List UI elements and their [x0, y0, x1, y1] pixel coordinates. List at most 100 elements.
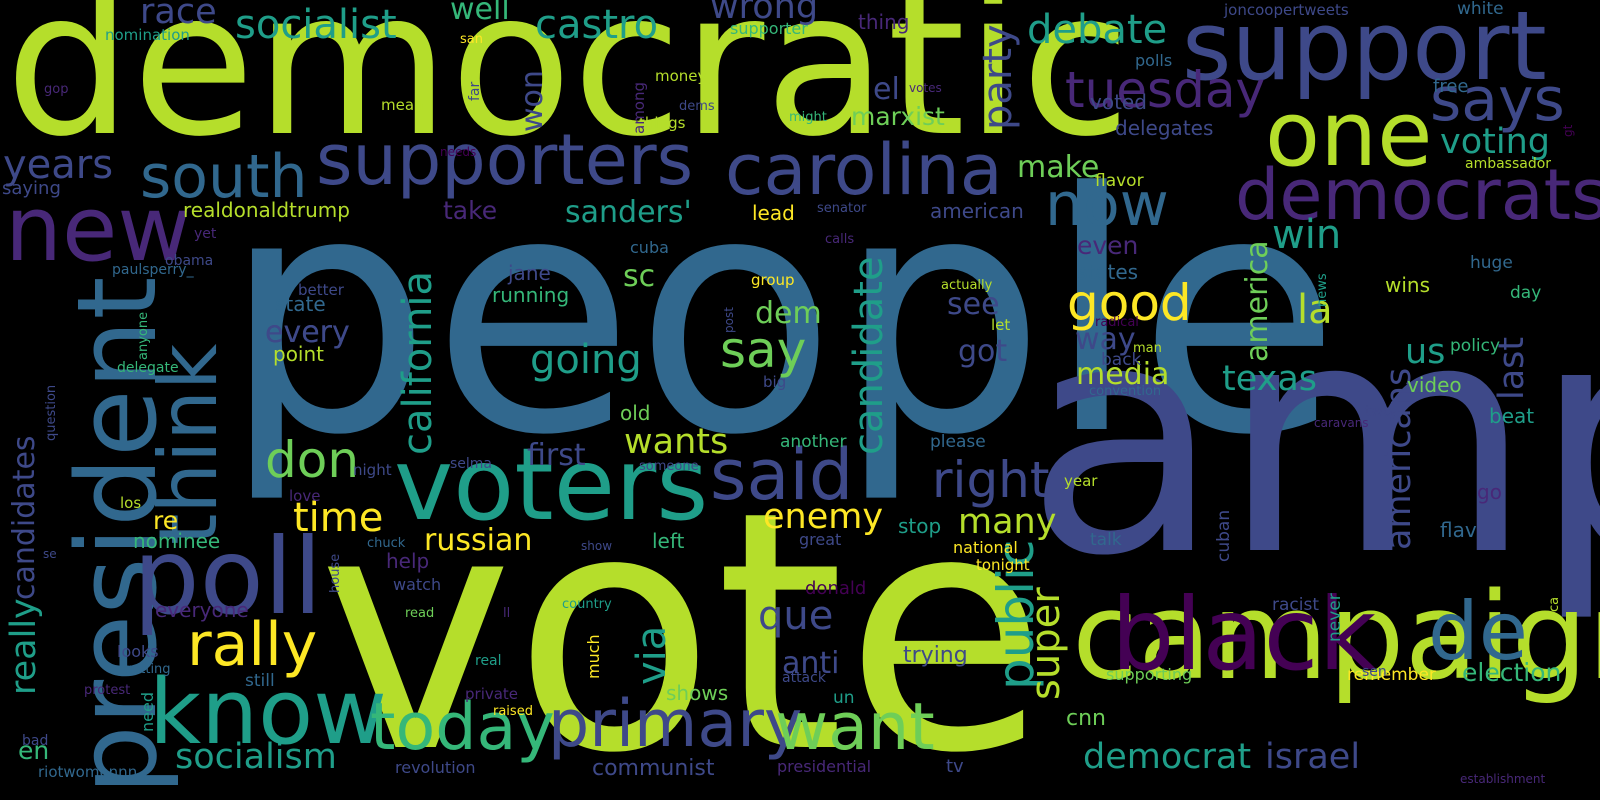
word-private: private [465, 685, 519, 703]
word-obama: obama [165, 253, 214, 269]
word-today: today [370, 690, 555, 765]
word-supporter: supporter [730, 19, 808, 38]
word-voters: voters [394, 426, 709, 543]
word-year: year [1064, 472, 1098, 490]
word-say: say [720, 321, 807, 379]
word-running: running [492, 283, 570, 307]
word-still: still [245, 671, 275, 691]
word-left: left [652, 529, 685, 553]
word-voted: voted [1090, 90, 1147, 114]
word-cuban: cuban [1214, 509, 1234, 562]
word-texas: texas [1222, 359, 1318, 399]
word-realdonaldtrump: realdonaldtrump [183, 198, 350, 222]
word-make: make [1017, 150, 1100, 185]
word-video: video [1407, 373, 1462, 397]
word-un: un [833, 688, 855, 708]
word-free: free [1433, 76, 1469, 97]
word-socialism: socialism [175, 737, 337, 777]
word-votes: votes [909, 81, 942, 95]
word-want: want [775, 690, 935, 765]
word-jane: jane [508, 261, 551, 285]
word-now: now [1045, 170, 1169, 240]
word-donald: donald [805, 578, 867, 599]
word-never: never [1325, 593, 1345, 642]
word-win: win [1272, 212, 1342, 258]
word-state: state [275, 292, 326, 316]
word-someone: someone [639, 459, 699, 474]
word-read: read [405, 606, 435, 621]
word-white: white [1457, 0, 1504, 19]
word-convention: convention [1089, 384, 1162, 399]
word-go: go [1477, 480, 1502, 504]
word-gt: gt [1561, 124, 1575, 137]
word-let: let [991, 316, 1011, 334]
word-back: back [1101, 350, 1142, 370]
word-voting: voting [1440, 122, 1550, 162]
word-california: california [395, 270, 441, 455]
word-house: house [328, 553, 343, 593]
word-well: well [450, 0, 510, 27]
word-wrong: wrong [710, 0, 819, 27]
word-won: won [515, 70, 550, 132]
word-caravans: caravans [1314, 416, 1369, 430]
word-vote: vote [318, 441, 1048, 800]
word-night: night [353, 461, 392, 479]
word-mean: mean [381, 96, 424, 114]
word-might: might [789, 110, 827, 125]
word-chuck: chuck [367, 536, 406, 551]
word-nominee: nominee [133, 529, 221, 553]
word-right: right [932, 451, 1050, 509]
word-us: us [1405, 332, 1446, 372]
word-every: every [265, 315, 350, 350]
word-huge: huge [1470, 253, 1513, 273]
word-love: love [289, 487, 321, 505]
word-dem: dem [755, 296, 822, 331]
word-policy: policy [1450, 336, 1501, 356]
word-every: every [265, 315, 350, 350]
word-country: country [562, 597, 612, 612]
word-tuesday: tuesday [1065, 61, 1266, 119]
word-campaign: campaign [1072, 568, 1600, 707]
word-real: real [475, 653, 502, 669]
word-lead: lead [752, 201, 795, 225]
word-show: show [581, 539, 613, 553]
word-debate: debate [1027, 7, 1168, 53]
word-gop: gop [44, 82, 69, 97]
word-see: see [947, 287, 1000, 322]
word-media: media [1076, 357, 1170, 392]
word-things: things [639, 114, 686, 132]
word-among: among [630, 81, 648, 134]
word-ca: ca [1547, 596, 1562, 612]
word-last: last [1492, 336, 1532, 400]
word-marxist: marxist [851, 102, 945, 131]
word-democrats: democrats [1235, 154, 1600, 236]
word-people: people [222, 123, 1341, 507]
word-even: even [1077, 231, 1139, 260]
word-national: national [953, 538, 1018, 557]
word-trying: trying [903, 643, 968, 668]
word-yet: yet [194, 226, 217, 242]
word-super: super [1023, 587, 1069, 700]
word-anti: anti [782, 646, 840, 681]
word-de: de [1428, 585, 1528, 678]
word-time: time [293, 495, 384, 541]
word-candidates: candidates [7, 435, 42, 600]
word-everyone: everyone [155, 598, 249, 622]
word-san: san [460, 32, 483, 47]
word-election: election [1462, 658, 1562, 687]
word-stop: stop [898, 514, 942, 538]
word-many: many [958, 502, 1057, 542]
word-good: good [1067, 274, 1192, 332]
word-radical: radical [1095, 315, 1139, 330]
word-democratic: democratic [5, 0, 1131, 181]
word-joncoopertweets: joncoopertweets [1224, 1, 1349, 19]
word-says: says [1430, 65, 1565, 135]
word-years: years [3, 142, 114, 188]
word-much: much [584, 634, 603, 679]
word-cuba: cuba [630, 238, 669, 257]
word-looks: looks [117, 642, 159, 661]
word-en: en [18, 736, 50, 765]
word-calls: calls [825, 232, 855, 247]
word-take: take [443, 196, 498, 225]
